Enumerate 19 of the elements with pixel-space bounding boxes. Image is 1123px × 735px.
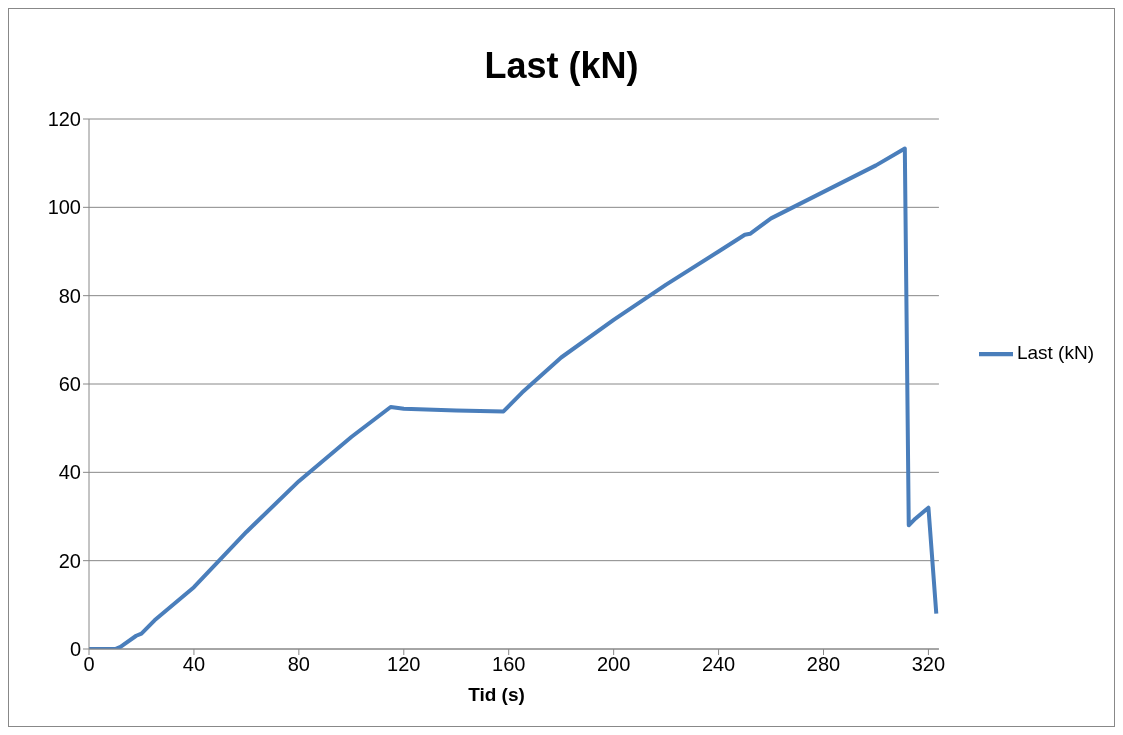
x-tick-label: 280	[806, 653, 841, 676]
legend-label: Last (kN)	[1016, 342, 1094, 364]
x-tick-label: 320	[911, 653, 946, 676]
x-tick-label: 200	[596, 653, 631, 676]
x-axis-title: Tid (s)	[468, 684, 525, 705]
y-tick-label: 80	[58, 284, 81, 307]
x-tick-label: 40	[182, 653, 206, 676]
y-tick-label: 20	[58, 549, 81, 572]
x-tick-label: 240	[701, 653, 736, 676]
x-tick-label: 0	[83, 653, 95, 676]
y-tick-label: 60	[58, 373, 81, 396]
y-tick-label: 40	[58, 461, 81, 484]
x-tick-label: 120	[387, 653, 421, 676]
y-tick-label: 100	[47, 196, 81, 219]
x-tick-label: 80	[287, 653, 310, 676]
y-tick-label: 0	[69, 638, 81, 661]
chart-title: Last (kN)	[483, 45, 640, 87]
x-tick-label: 160	[492, 653, 526, 676]
y-tick-label: 120	[47, 108, 81, 131]
